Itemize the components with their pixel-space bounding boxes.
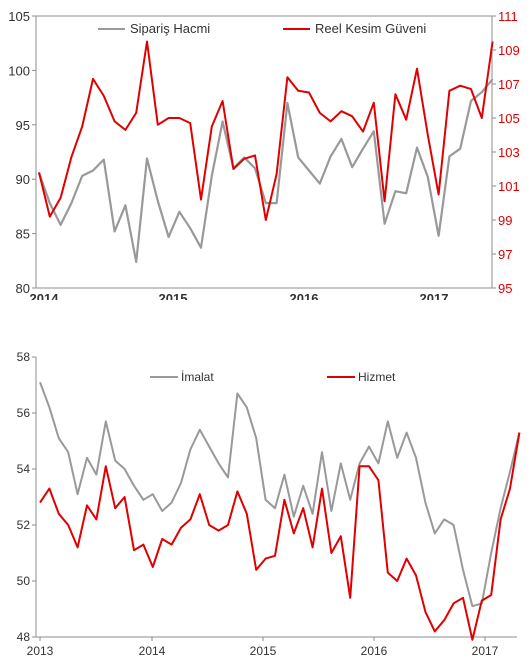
right-tick-label: 109 xyxy=(498,43,520,58)
x-tick-label: 2016 xyxy=(361,644,388,658)
manufacturing-services-chart: 48 50 52 54 56 58 2013 2014 2015 2016 2017 İmalat Hi… xyxy=(17,350,521,658)
left-tick-label: 95 xyxy=(16,118,30,133)
y-tick-label: 52 xyxy=(17,518,31,532)
legend-label: İmalat xyxy=(181,370,214,384)
legend-label: Sipariş Hacmi xyxy=(130,21,210,36)
left-tick-label: 100 xyxy=(8,63,30,78)
right-tick-label: 99 xyxy=(498,213,512,228)
x-tick-label: 2017 xyxy=(420,291,449,300)
x-tick-label: 2013 xyxy=(27,644,54,658)
x-tick-label: 2014 xyxy=(139,644,166,658)
order-volume-confidence-chart: 80 85 90 95 100 105 95 97 99 101 103 105 107 109 111 20… xyxy=(8,9,520,300)
y-tick-label: 54 xyxy=(17,462,31,476)
right-tick-label: 111 xyxy=(498,9,518,24)
series-line-imalat xyxy=(39,381,521,608)
x-tick-label: 2017 xyxy=(472,644,499,658)
x-tick-label: 2015 xyxy=(250,644,277,658)
x-tick-label: 2015 xyxy=(159,291,188,300)
left-tick-label: 85 xyxy=(16,227,30,242)
right-tick-label: 107 xyxy=(498,77,520,92)
y-tick-label: 50 xyxy=(17,574,31,588)
y-tick-label: 48 xyxy=(17,630,31,644)
plot-frame xyxy=(35,15,493,289)
y-tick-label: 56 xyxy=(17,406,31,420)
y-tick-label: 58 xyxy=(17,350,31,364)
right-tick-label: 105 xyxy=(498,111,520,126)
series-line-hizmet xyxy=(39,432,521,641)
left-tick-label: 80 xyxy=(16,281,30,296)
left-tick-label: 90 xyxy=(16,172,30,187)
legend-label: Hizmet xyxy=(358,370,396,384)
legend-label: Reel Kesim Güveni xyxy=(315,21,426,36)
right-tick-label: 95 xyxy=(498,281,512,296)
left-tick-label: 105 xyxy=(8,9,30,24)
x-tick-label: 2014 xyxy=(30,291,60,300)
right-tick-label: 103 xyxy=(498,145,520,160)
x-tick-label: 2016 xyxy=(290,291,319,300)
series-line-siparis xyxy=(37,78,494,263)
right-tick-label: 97 xyxy=(498,247,512,262)
right-tick-label: 101 xyxy=(498,179,520,194)
series-line-reel-kesim xyxy=(38,40,494,221)
